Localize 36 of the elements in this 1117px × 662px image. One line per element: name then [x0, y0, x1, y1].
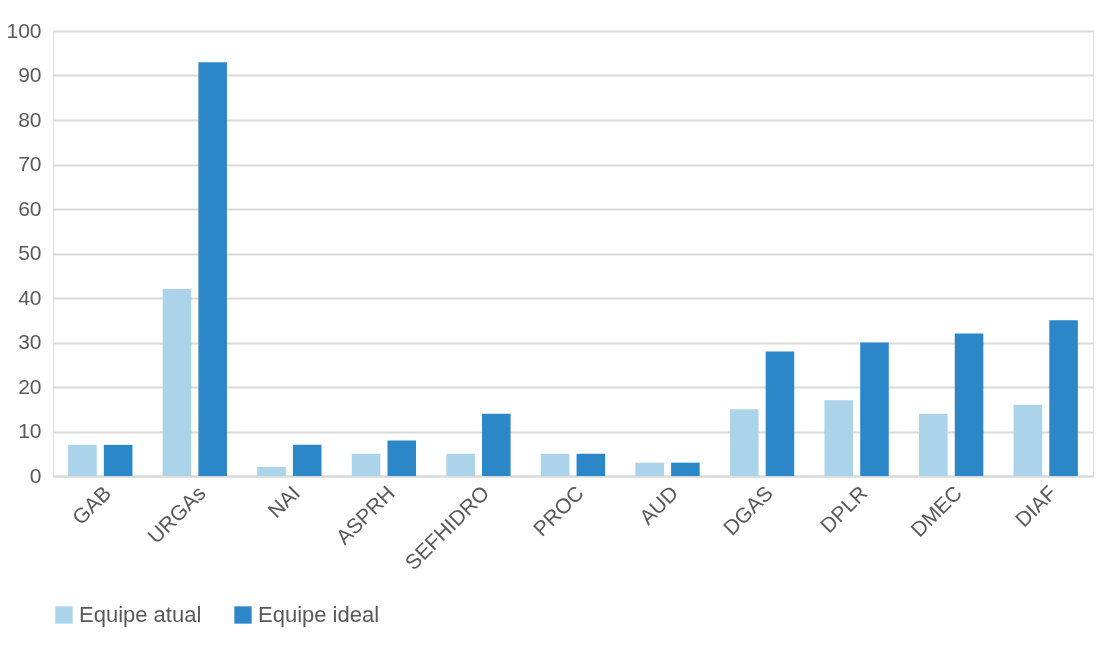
bar [919, 413, 948, 476]
bar [68, 444, 97, 476]
bar [1049, 320, 1078, 476]
bar [1013, 404, 1043, 476]
bar [824, 400, 854, 476]
bar [576, 453, 606, 476]
bar [671, 462, 700, 476]
bar [292, 444, 322, 476]
bar [954, 333, 984, 476]
bar [446, 453, 475, 476]
bar [198, 62, 227, 476]
bar [162, 289, 192, 476]
y-tick-label: 10 [18, 419, 42, 442]
bar [729, 409, 759, 476]
bar [482, 413, 511, 476]
y-tick-label: 20 [18, 374, 42, 398]
y-tick-label: 60 [18, 196, 42, 220]
bar [635, 462, 664, 476]
y-tick-label: 100 [6, 18, 42, 42]
y-tick-label: 40 [18, 285, 42, 309]
legend-label: Equipe atual [79, 602, 202, 627]
bar [351, 453, 381, 476]
y-tick-label: 90 [18, 63, 42, 86]
bar [765, 351, 795, 476]
y-tick-label: 50 [18, 241, 42, 264]
y-tick-label: 70 [18, 152, 42, 175]
bar [540, 453, 570, 476]
bar [257, 467, 286, 476]
y-tick-label: 0 [29, 463, 42, 487]
y-tick-label: 80 [18, 107, 42, 131]
x-tick-label: NAI [263, 481, 305, 523]
bar [103, 444, 133, 476]
bar [387, 440, 417, 476]
bar [860, 342, 889, 476]
legend-label: Equipe ideal [258, 602, 380, 627]
y-tick-label: 30 [18, 330, 42, 353]
